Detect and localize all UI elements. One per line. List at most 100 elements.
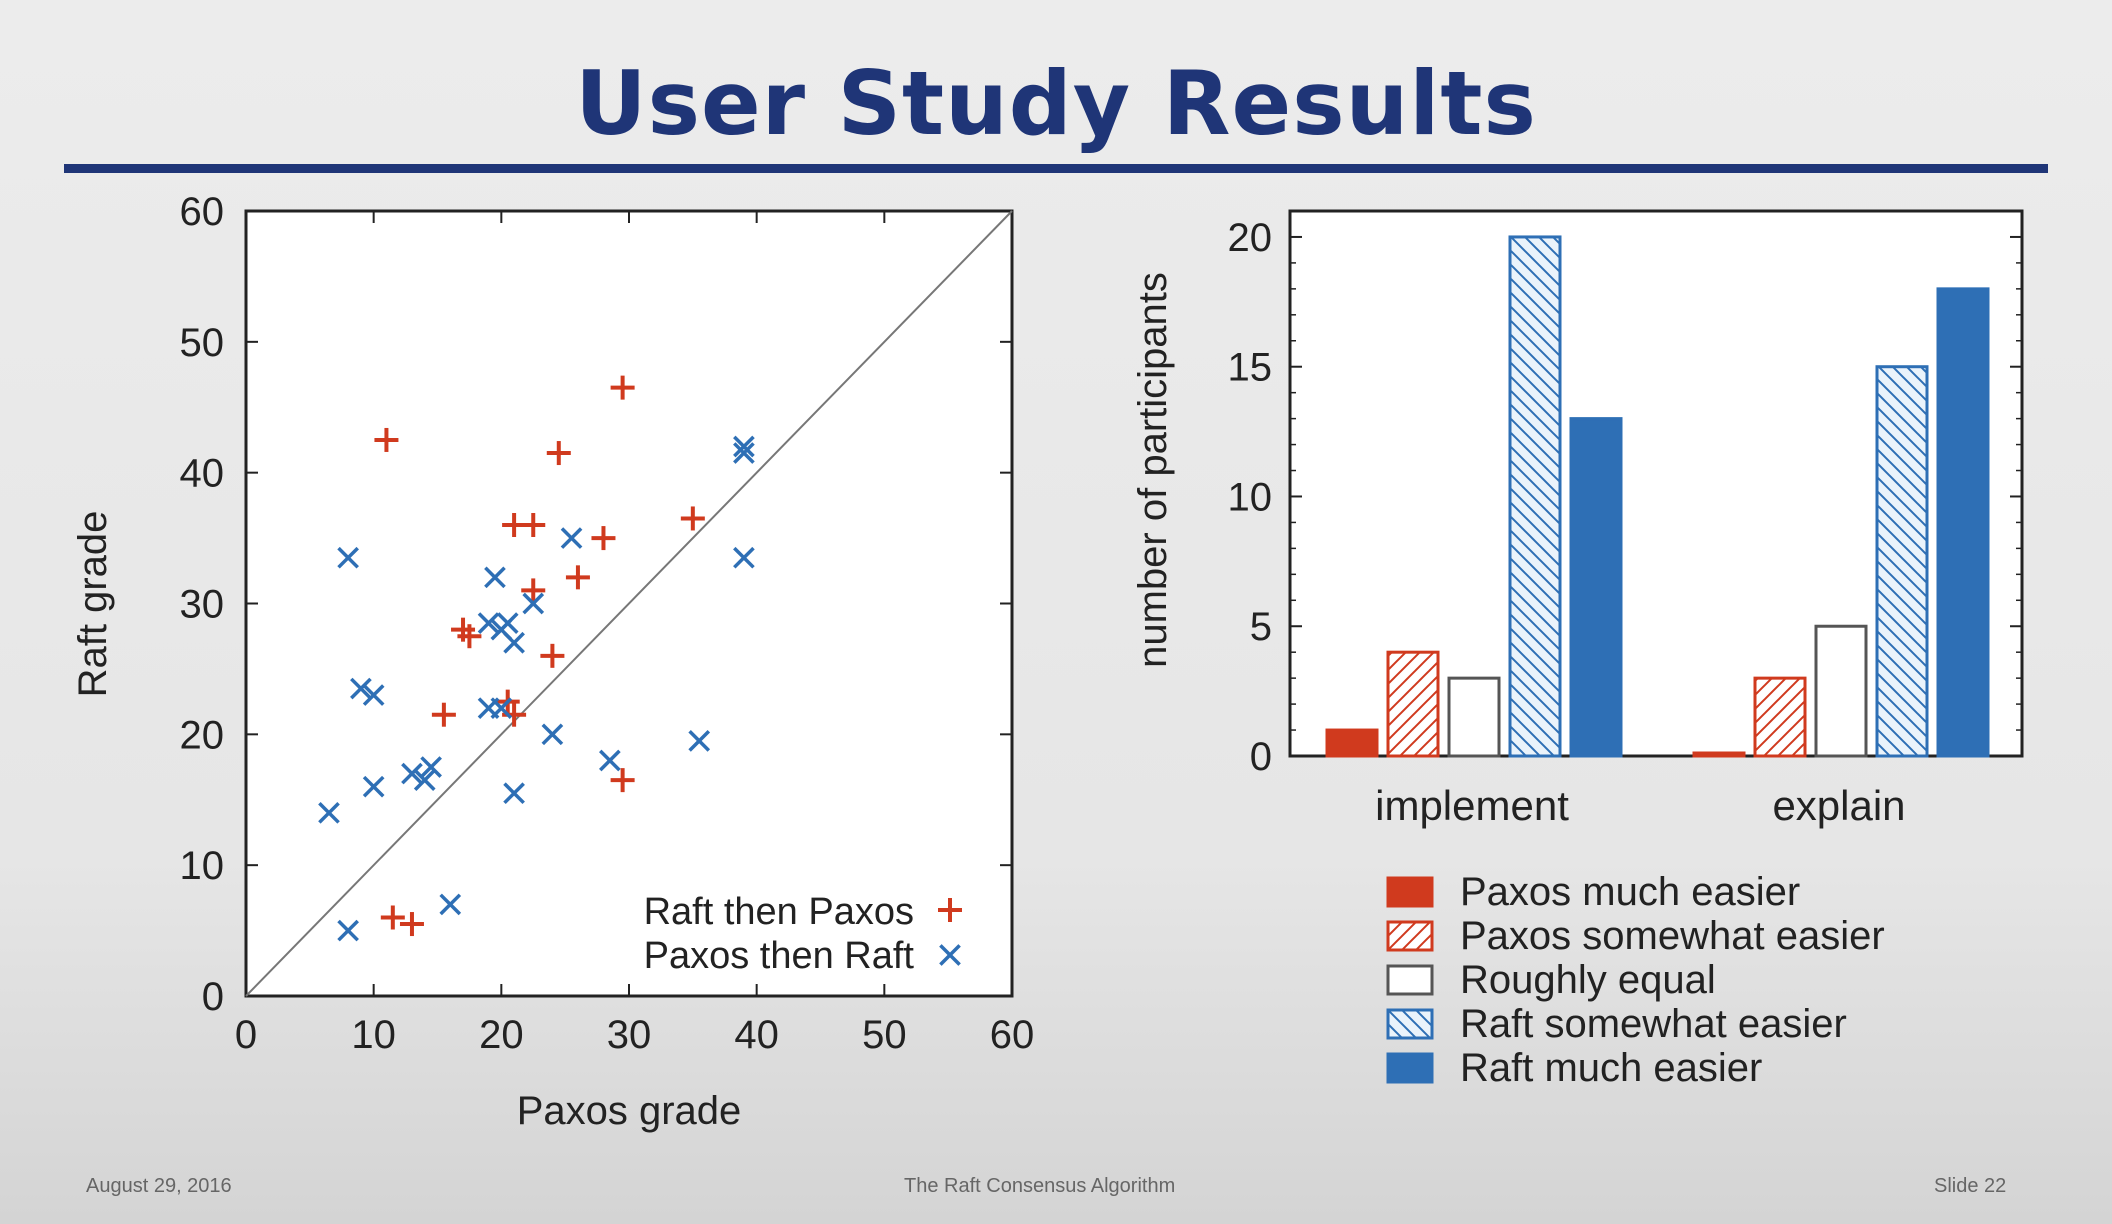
footer-slide-number: Slide 22	[1934, 1175, 2007, 1197]
scatter-x-tick-label: 40	[734, 1013, 779, 1057]
scatter-chart: 0 10 20 30 40 50 60 0 10 20 30 40 50 60 Paxos grade R…	[71, 190, 1034, 1133]
legend-marker-raft-then-paxos	[938, 898, 962, 922]
bar-y-axis-label: number of participants	[1131, 272, 1175, 668]
bar-axes: 0 5 10 15 20	[1228, 216, 2022, 779]
scatter-point-paxos-then-raft	[337, 546, 359, 569]
scatter-point-raft-then-paxos	[546, 441, 571, 466]
bar-implement-raft-somewhat-easier	[1508, 235, 1562, 758]
scatter-point-raft-then-paxos	[374, 427, 399, 452]
scatter-y-tick-label: 40	[180, 452, 225, 496]
bar-explain-paxos-somewhat-easier	[1753, 676, 1807, 758]
scatter-point-raft-then-paxos	[591, 526, 616, 551]
scatter-point-paxos-then-raft	[401, 762, 423, 785]
scatter-point-paxos-then-raft	[490, 697, 513, 720]
bar-implement-raft-much-easier	[1569, 417, 1623, 758]
legend-marker-paxos-then-raft	[939, 944, 961, 966]
bar-legend-swatch	[1386, 920, 1434, 952]
bar-legend-label: Roughly equal	[1460, 958, 1716, 1002]
scatter-x-tick-label: 10	[351, 1013, 396, 1057]
legend-label-raft-then-paxos: Raft then Paxos	[644, 891, 914, 933]
scatter-diagonal-line	[245, 210, 1013, 997]
bar-y-tick-label: 15	[1228, 346, 1273, 390]
scatter-point-raft-then-paxos	[610, 375, 635, 400]
bar-explain-paxos-much-easier	[1692, 751, 1746, 758]
scatter-y-tick-label: 20	[180, 713, 225, 757]
scatter-point-paxos-then-raft	[522, 592, 545, 615]
bar-category-implement: implement	[1375, 782, 1569, 829]
scatter-point-paxos-then-raft	[413, 769, 436, 791]
scatter-y-tick-label: 60	[180, 190, 225, 234]
scatter-x-tick-label: 20	[479, 1013, 524, 1057]
bar-legend-swatch	[1386, 1052, 1434, 1084]
scatter-legend-markers	[938, 898, 962, 966]
scatter-point-paxos-then-raft	[318, 801, 340, 824]
bar-category-explain: explain	[1772, 782, 1905, 829]
scatter-point-paxos-then-raft	[733, 442, 755, 464]
scatter-point-raft-then-paxos	[431, 702, 456, 727]
footer-date: August 29, 2016	[86, 1175, 232, 1197]
bar-y-tick-label: 5	[1250, 605, 1272, 649]
bar-explain-raft-somewhat-easier	[1875, 365, 1929, 758]
scatter-x-axis-label: Paxos grade	[517, 1089, 742, 1133]
scatter-point-paxos-then-raft	[362, 684, 385, 706]
scatter-x-tick-label: 50	[862, 1013, 907, 1057]
scatter-point-raft-then-paxos	[380, 905, 405, 930]
bar-y-tick-label: 0	[1250, 735, 1272, 779]
scatter-point-raft-then-paxos	[399, 912, 424, 937]
bar-explain-raft-much-easier	[1936, 287, 1990, 758]
scatter-point-paxos-then-raft	[733, 435, 755, 458]
title-underline	[64, 164, 2048, 173]
scatter-point-paxos-then-raft	[337, 919, 359, 942]
scatter-point-paxos-then-raft	[733, 546, 755, 569]
scatter-point-raft-then-paxos	[521, 513, 546, 537]
scatter-y-tick-label: 30	[180, 583, 225, 627]
bar-legend-label: Raft much easier	[1460, 1046, 1762, 1090]
scatter-point-paxos-then-raft	[439, 893, 462, 916]
scatter-point-raft-then-paxos	[565, 565, 590, 590]
scatter-point-paxos-then-raft	[362, 775, 385, 798]
bar-legend-label: Raft somewhat easier	[1460, 1002, 1847, 1046]
scatter-x-tick-label: 30	[607, 1013, 652, 1057]
scatter-y-tick-label: 0	[202, 975, 224, 1019]
bar-implement-roughly-equal	[1447, 676, 1501, 758]
footer-title: The Raft Consensus Algorithm	[904, 1175, 1176, 1197]
bar-legend-label: Paxos much easier	[1460, 870, 1800, 914]
bar-legend-swatch	[1386, 876, 1434, 908]
scatter-point-raft-then-paxos	[457, 624, 482, 649]
scatter-points	[318, 375, 755, 942]
scatter-y-tick-label: 10	[180, 844, 225, 888]
scatter-point-paxos-then-raft	[477, 612, 500, 634]
scatter-point-paxos-then-raft	[420, 756, 442, 778]
scatter-point-raft-then-paxos	[540, 643, 565, 668]
scatter-point-paxos-then-raft	[350, 677, 372, 700]
scatter-point-paxos-then-raft	[599, 749, 621, 772]
bar-chart: 0 5 10 15 20 number of participants implemen…	[1131, 209, 2024, 1090]
scatter-x-tick-label: 60	[990, 1013, 1035, 1057]
slide-title: User Study Results	[575, 52, 1537, 155]
scatter-point-paxos-then-raft	[688, 730, 711, 752]
bar-legend-label: Paxos somewhat easier	[1460, 914, 1885, 958]
bar-y-tick-label: 20	[1228, 216, 1273, 260]
scatter-x-tick-label: 0	[235, 1013, 257, 1057]
bar-legend-swatch	[1386, 1008, 1434, 1040]
bar-bars	[1325, 235, 1990, 758]
legend-label-paxos-then-raft: Paxos then Raft	[644, 935, 915, 977]
scatter-point-raft-then-paxos	[680, 506, 705, 531]
scatter-axes: 0 10 20 30 40 50 60 0 10 20 30 40 50 60	[180, 190, 1035, 1057]
scatter-y-tick-label: 50	[180, 321, 225, 365]
scatter-point-raft-then-paxos	[521, 578, 546, 603]
bar-legend-swatch	[1386, 964, 1434, 996]
bar-implement-paxos-somewhat-easier	[1386, 650, 1440, 758]
scatter-point-paxos-then-raft	[560, 527, 583, 549]
scatter-point-paxos-then-raft	[503, 782, 525, 805]
bar-y-tick-label: 10	[1228, 475, 1273, 519]
scatter-point-paxos-then-raft	[484, 566, 506, 589]
scatter-point-paxos-then-raft	[541, 723, 564, 746]
bar-implement-paxos-much-easier	[1325, 728, 1379, 758]
scatter-point-raft-then-paxos	[610, 768, 635, 793]
scatter-y-axis-label: Raft grade	[71, 511, 115, 698]
scatter-legend: Raft then Paxos Paxos then Raft	[644, 891, 962, 977]
scatter-point-paxos-then-raft	[503, 631, 525, 654]
